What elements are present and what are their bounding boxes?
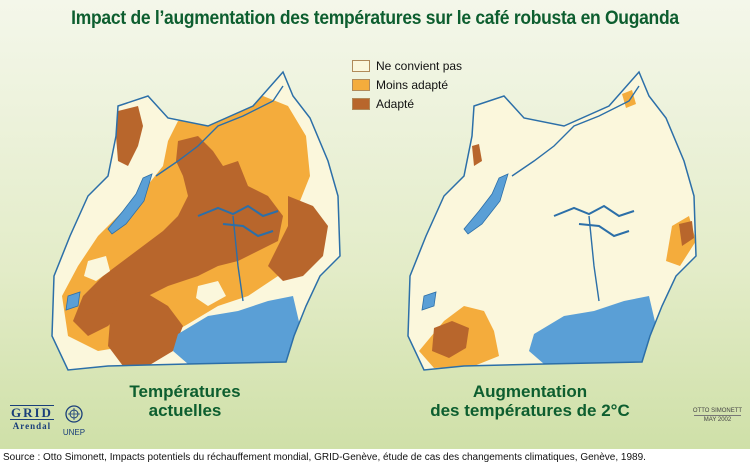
suitable-area-west xyxy=(116,106,143,166)
legend-swatch-less-suitable xyxy=(352,78,370,91)
credit-author: OTTO SIMONETT xyxy=(692,408,743,414)
lake-victoria xyxy=(529,296,656,364)
caption-line: actuelles xyxy=(148,401,222,420)
legend-label: Adapté xyxy=(376,96,415,111)
suitable-area-southwest xyxy=(108,291,183,366)
suitable-area-east xyxy=(679,221,694,246)
caption-line: des températures de 2°C xyxy=(430,401,630,420)
unep-label: UNEP xyxy=(62,428,86,437)
unsuitable-patch xyxy=(196,281,226,306)
caption-line: Températures xyxy=(129,382,241,401)
legend-swatch-suitable xyxy=(352,97,370,110)
legend-label: Moins adapté xyxy=(376,77,449,92)
map-plus-2c xyxy=(407,70,697,371)
page-title: Impact de l’augmentation des température… xyxy=(71,8,679,29)
map-current-temperatures xyxy=(51,70,341,371)
grid-logo-sub: Arendal xyxy=(12,421,52,431)
lake-kyoga xyxy=(553,204,635,238)
legend-label: Ne convient pas xyxy=(376,58,463,73)
grid-arendal-logo: GRID Arendal xyxy=(10,405,54,431)
suitable-area-east xyxy=(268,196,328,281)
legend-swatch-unsuitable xyxy=(352,59,370,72)
unep-emblem-icon xyxy=(65,405,83,423)
unsuitable-patch xyxy=(84,256,110,281)
caption-current: Températures actuelles xyxy=(80,382,290,420)
uganda-outline xyxy=(51,70,341,371)
source-note: Source : Otto Simonett, Impacts potentie… xyxy=(3,452,646,463)
author-credit: OTTO SIMONETT MAY 2002 xyxy=(690,408,745,423)
map-legend: Ne convient pas Moins adapté Adapté xyxy=(352,56,462,113)
caption-plus-2c: Augmentation des températures de 2°C xyxy=(410,382,650,420)
lake-kyoga xyxy=(197,204,279,238)
grid-logo-word: GRID xyxy=(10,405,54,420)
nile-river xyxy=(511,85,640,302)
uganda-outline xyxy=(407,70,697,371)
caption-line: Augmentation xyxy=(472,382,588,401)
lake-edward xyxy=(421,291,437,311)
suitable-area-west xyxy=(472,144,482,166)
credit-divider xyxy=(694,415,741,416)
suitable-area-southwest xyxy=(432,321,469,358)
credit-date: MAY 2002 xyxy=(703,417,732,423)
figure-panel: Impact de l’augmentation des température… xyxy=(0,0,750,449)
lake-victoria xyxy=(173,296,300,364)
suitable-area-north xyxy=(73,136,283,336)
nile-river xyxy=(155,85,284,302)
legend-item-suitable: Adapté xyxy=(352,94,462,113)
lake-edward xyxy=(65,291,81,311)
lake-albert xyxy=(463,173,509,235)
legend-item-unsuitable: Ne convient pas xyxy=(352,56,462,75)
unep-logo: UNEP xyxy=(62,405,86,437)
legend-item-less-suitable: Moins adapté xyxy=(352,75,462,94)
lake-albert xyxy=(107,173,153,235)
